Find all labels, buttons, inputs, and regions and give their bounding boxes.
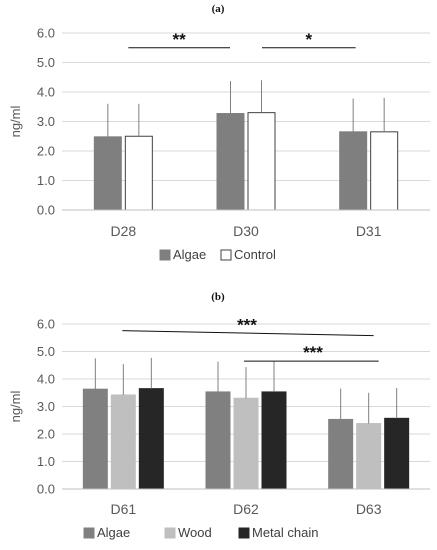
panel-b-label: (b) [211,291,225,303]
panel-a-significance-marker: ** [173,30,187,49]
panel-a-bar-algae [216,113,245,211]
panel-a-bar-algae [93,136,122,211]
panel-b-legend-swatch [83,527,95,539]
panel-a-bar-control [124,135,153,211]
panel-a-bar-control [370,131,399,211]
panel-a-y-tick-label: 6.0 [37,26,55,41]
panel-a-significance-marker: * [306,30,313,49]
panel-b-legend-swatch [238,527,250,539]
panel-b-y-axis-label: ng/ml [8,390,23,422]
panel-a-legend-swatch [159,249,171,261]
panel-b-significance-line [122,330,374,337]
panel-a-legend-swatch [220,249,232,261]
panel-a-y-tick-label: 4.0 [37,85,55,100]
panel-b-y-tick-label: 2.0 [37,427,55,442]
panel-a-label: (a) [212,3,225,15]
panel-a-y-tick-label: 5.0 [37,55,55,70]
panel-b-bar-metal-chain [138,388,164,490]
panel-b-y-tick-label: 6.0 [37,317,55,332]
panel-b-y-tick-label: 3.0 [37,399,55,414]
panel-b-legend-swatch [164,527,176,539]
panel-b-bar-algae [205,391,231,490]
panel-a-category-label: D31 [356,223,382,239]
panel-b-bar-algae [82,388,108,490]
panel-a-category-label: D28 [110,223,136,239]
panel-b-bar-wood [233,397,259,490]
panel-b-significance-marker: *** [303,343,323,362]
panel-b-significance-marker: *** [237,316,257,335]
panel-b-category-label: D63 [356,501,382,517]
panel-b-y-tick-label: 4.0 [37,372,55,387]
panel-b-category-label: D61 [110,501,136,517]
panel-a-y-tick-label: 0.0 [37,203,55,218]
panel-b-bar-wood [356,423,382,490]
panel-a-y-tick-label: 3.0 [37,114,55,129]
panel-b-legend-label: Wood [178,525,212,540]
panel-b-y-tick-label: 0.0 [37,482,55,497]
panel-b-legend-label: Metal chain [252,525,318,540]
panel-b-bar-metal-chain [384,417,410,490]
panel-b-legend-label: Algae [97,525,130,540]
panel-b-category-label: D62 [233,501,259,517]
panel-a-category-label: D30 [233,223,259,239]
panel-a-bar-control [247,112,276,211]
panel-a-y-tick-label: 1.0 [37,173,55,188]
panel-a-legend-label: Control [234,247,276,262]
panel-b-bar-wood [110,394,136,490]
panel-a-bar-algae [339,131,368,211]
panel-b-bar-algae [328,418,354,490]
panel-b-y-tick-label: 5.0 [37,344,55,359]
panel-a-legend-label: Algae [173,247,206,262]
panel-a-y-axis-label: ng/ml [8,105,23,137]
panel-a-y-tick-label: 2.0 [37,144,55,159]
panel-b-bar-metal-chain [261,391,287,490]
panel-b-y-tick-label: 1.0 [37,454,55,469]
